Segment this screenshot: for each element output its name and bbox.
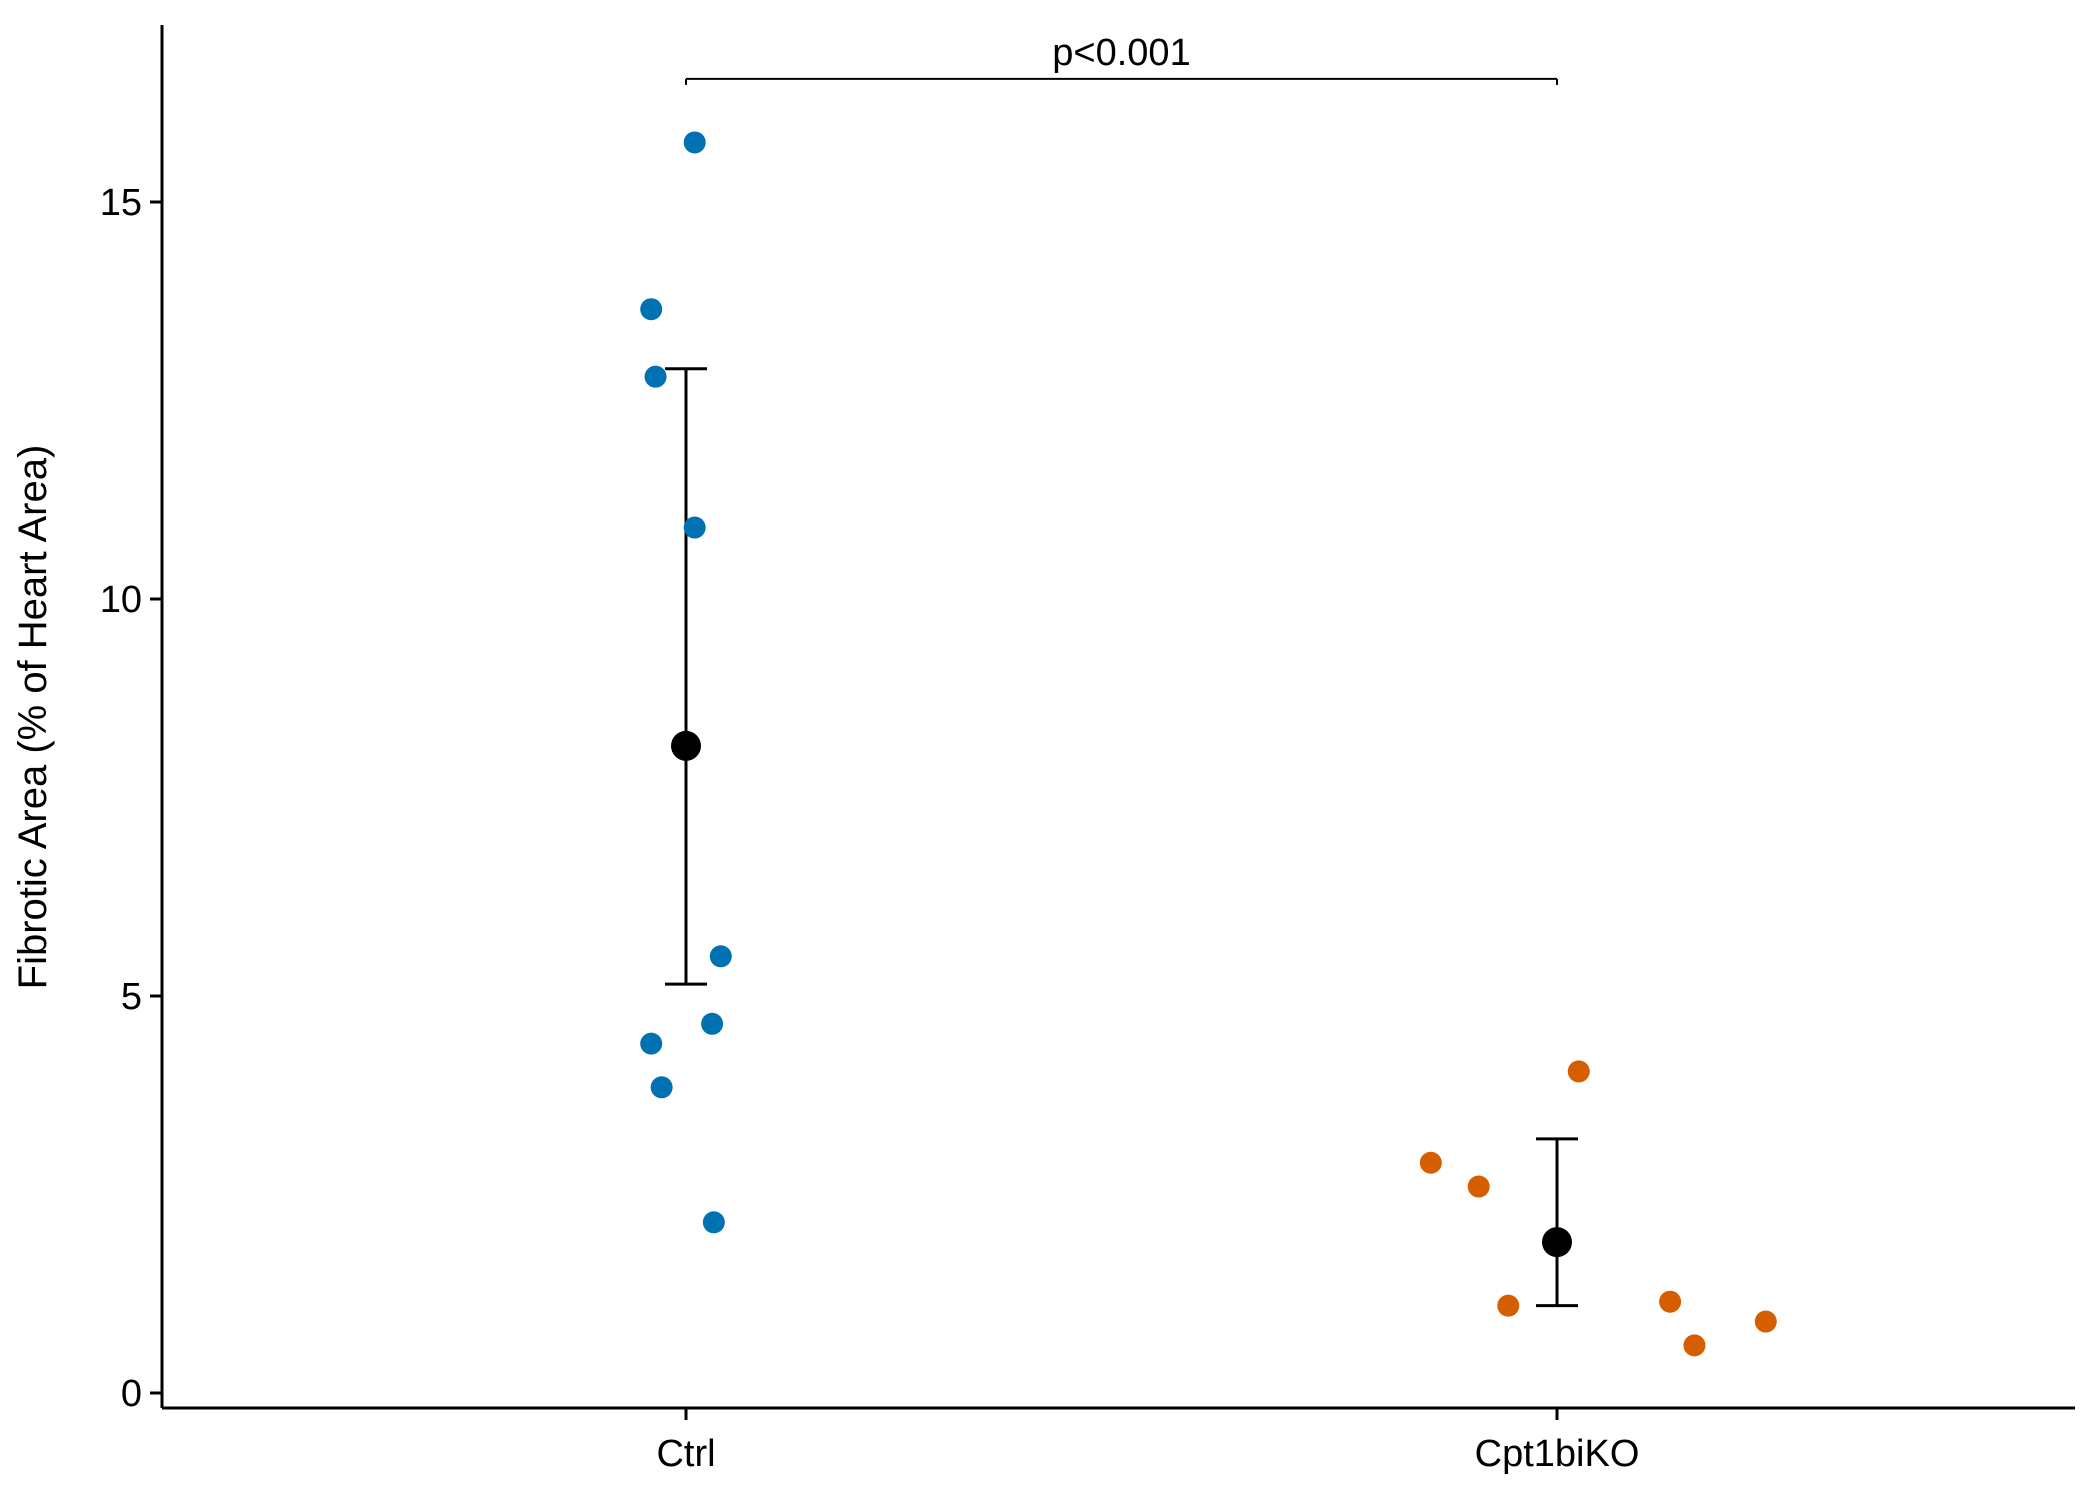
mean-marker-ctrl [671,730,701,761]
data-points [640,131,1777,1357]
significance-annotation: p<0.001 [685,32,1558,85]
axes: 0 5 10 15 Ctrl Cpt1biKO [100,25,2075,1475]
significance-label: p<0.001 [1052,32,1190,74]
data-point-ctrl-1 [683,131,706,154]
x-tick-label-ctrl: Ctrl [656,1433,715,1475]
x-tick-label-cpt1biko: Cpt1biKO [1475,1433,1640,1475]
data-point-cpt1biko-3 [1467,1175,1490,1198]
y-tick-label-15: 15 [100,182,142,224]
mean-markers [671,730,1572,1258]
data-point-ctrl-5 [709,945,732,968]
data-point-cpt1biko-4 [1497,1294,1520,1317]
y-tick-label-5: 5 [121,976,142,1018]
data-point-cpt1biko-7 [1754,1310,1777,1333]
data-point-ctrl-8 [650,1076,673,1099]
data-point-cpt1biko-6 [1683,1334,1706,1357]
y-axis-title: Fibrotic Area (% of Heart Area) [11,445,55,990]
data-point-ctrl-7 [640,1032,663,1055]
data-point-ctrl-6 [701,1012,724,1035]
mean-marker-cpt1biko [1542,1227,1572,1258]
error-bars [665,367,1578,1308]
data-point-cpt1biko-2 [1419,1151,1442,1174]
y-tick-label-0: 0 [121,1373,142,1415]
data-point-ctrl-2 [640,298,663,321]
data-point-cpt1biko-5 [1659,1290,1682,1313]
data-point-ctrl-9 [702,1211,725,1234]
y-tick-label-10: 10 [100,579,142,621]
data-point-cpt1biko-1 [1567,1060,1590,1083]
data-point-ctrl-4 [683,516,706,539]
data-point-ctrl-3 [644,365,667,388]
